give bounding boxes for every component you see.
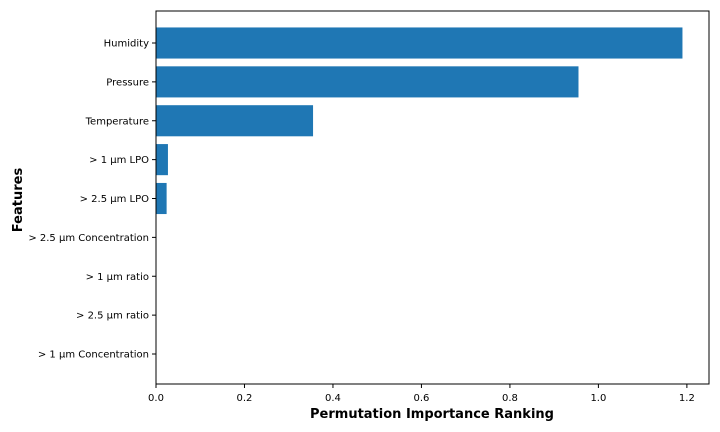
y-axis-title: Features — [11, 168, 26, 233]
x-tick-label: 0.8 — [502, 393, 518, 404]
y-axis: Humidity Pressure Temperature > 1 µm LPO > 2… — [28, 39, 156, 361]
x-tick-label: 0.4 — [325, 393, 341, 404]
bar-2 — [156, 105, 314, 137]
x-tick-label: 1.2 — [679, 393, 695, 404]
bar-0 — [156, 27, 683, 59]
x-tick-label: 0.6 — [413, 393, 429, 404]
bar-1 — [156, 66, 579, 98]
y-tick-label: > 1 µm ratio — [86, 272, 149, 283]
x-tick-label: 0.0 — [148, 393, 164, 404]
y-tick-label: > 1 µm LPO — [89, 155, 149, 166]
x-axis-title: Permutation Importance Ranking — [310, 407, 554, 422]
y-tick-label: > 2.5 µm Concentration — [28, 233, 149, 244]
plot-frame — [155, 10, 710, 385]
y-tick-label: Pressure — [106, 77, 149, 88]
y-tick-label: > 1 µm Concentration — [38, 350, 149, 361]
bars-group — [156, 27, 683, 215]
y-tick-label: > 2.5 µm LPO — [80, 194, 150, 205]
y-tick-label: > 2.5 µm ratio — [76, 311, 149, 322]
bar-3 — [156, 144, 168, 176]
y-tick-label: Temperature — [85, 116, 149, 127]
bar-4 — [156, 182, 167, 215]
x-tick-label: 1.0 — [590, 393, 606, 404]
y-tick-label: Humidity — [104, 39, 149, 50]
x-tick-label: 0.2 — [237, 393, 253, 404]
x-axis: 0.0 0.2 0.4 0.6 0.8 1.0 1.2 — [148, 384, 695, 404]
